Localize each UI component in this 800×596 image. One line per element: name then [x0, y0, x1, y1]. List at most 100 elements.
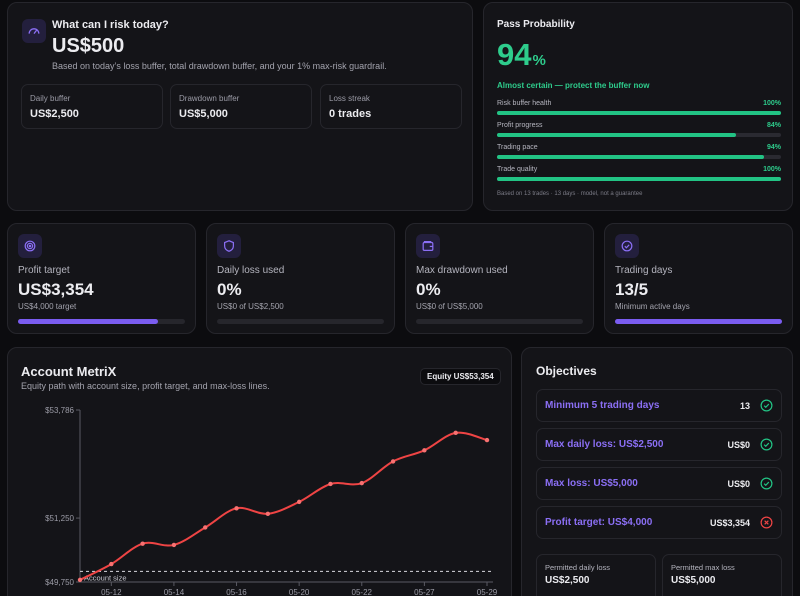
check-circle-icon [760, 399, 773, 412]
equity-badge: Equity US$53,354 [420, 368, 501, 385]
x-tick-label: 05-22 [352, 588, 373, 596]
x-tick-label: 05-27 [414, 588, 435, 596]
max-drawdown-card: Max drawdown used 0% US$0 of US$5,000 [405, 223, 594, 334]
objective-value: US$0 [727, 440, 750, 450]
target-icon [18, 234, 42, 258]
equity-point [109, 561, 114, 567]
equity-point [390, 459, 396, 464]
daily-loss-card: Daily loss used 0% US$0 of US$2,500 [206, 223, 395, 334]
objective-row: Max loss: US$5,000 US$0 [536, 467, 782, 500]
loss-streak-box: Loss streak 0 trades [320, 84, 462, 129]
risk-description: Based on today’s loss buffer, total draw… [52, 61, 387, 71]
trading-days-card: Trading days 13/5 Minimum active days [604, 223, 793, 334]
pass-number: 94 [497, 37, 532, 72]
check-circle-icon [615, 234, 639, 258]
account-metrix-card: Account MetriX Equity path with account … [7, 347, 512, 596]
risk-title: What can I risk today? [52, 19, 169, 31]
equity-point [171, 542, 177, 548]
metric-trade-quality: Trade quality 100% [497, 166, 781, 188]
metric-label: Trading pace [497, 144, 538, 151]
stat-sub: US$4,000 target [18, 302, 77, 311]
metric-track [497, 133, 781, 137]
permitted-label: Permitted max loss [671, 563, 735, 572]
objectives-card: Objectives Minimum 5 trading days 13 Max… [521, 347, 793, 596]
loss-streak-value: 0 trades [329, 108, 372, 120]
equity-chart: $49,750 $51,250 $53,786 05-12 05-14 05-16 05-2… [45, 406, 498, 596]
stat-value: 0% [217, 280, 242, 299]
metric-risk-buffer: Risk buffer health 100% [497, 100, 781, 122]
stat-sub: US$0 of US$5,000 [416, 302, 483, 311]
equity-point [359, 480, 364, 486]
account-size-label: Account size [84, 573, 127, 582]
wallet-icon [416, 234, 440, 258]
check-circle-icon [760, 477, 773, 490]
stat-sub: US$0 of US$2,500 [217, 302, 284, 311]
stat-track [416, 319, 583, 324]
metric-fill [497, 111, 781, 115]
objective-value: US$3,354 [709, 518, 750, 528]
metric-label: Risk buffer health [497, 100, 552, 107]
objective-row: Minimum 5 trading days 13 [536, 389, 782, 422]
metric-value: 84% [766, 122, 781, 129]
daily-buffer-value: US$2,500 [30, 108, 79, 120]
stat-track [18, 319, 185, 324]
stat-value: 0% [416, 280, 441, 299]
objective-name: Max daily loss: US$2,500 [545, 439, 664, 450]
x-tick-label: 05-16 [226, 588, 247, 596]
pass-unit: % [532, 52, 546, 69]
metric-label: Trade quality [497, 166, 538, 173]
x-circle-icon [760, 516, 773, 529]
objective-name: Minimum 5 trading days [545, 400, 660, 411]
metric-track [497, 111, 781, 115]
y-tick-label: $51,250 [45, 514, 74, 523]
objectives-title: Objectives [536, 364, 597, 378]
risk-amount: US$500 [52, 35, 125, 57]
loss-streak-label: Loss streak [329, 94, 370, 103]
equity-point [203, 525, 208, 530]
stat-fill [615, 319, 782, 324]
stat-label: Trading days [615, 265, 673, 276]
equity-line [79, 431, 488, 581]
pass-title: Pass Probability [497, 19, 575, 30]
check-circle-icon [760, 438, 773, 451]
pass-footnote: Based on 13 trades · 13 days · model, no… [497, 191, 643, 197]
equity-point [234, 506, 239, 511]
permitted-value: US$5,000 [671, 575, 716, 586]
x-tick-label: 05-20 [289, 588, 310, 596]
objective-value: US$0 [727, 479, 750, 489]
stat-label: Daily loss used [217, 265, 285, 276]
stat-label: Max drawdown used [416, 265, 508, 276]
metric-trading-pace: Trading pace 94% [497, 144, 781, 166]
stat-fill [18, 319, 159, 324]
pass-status: Almost certain — protect the buffer now [497, 81, 650, 90]
metric-track [497, 155, 781, 159]
metric-value: 100% [763, 166, 781, 173]
gauge-icon [22, 19, 46, 43]
stat-value: US$3,354 [18, 280, 94, 299]
objective-name: Profit target: US$4,000 [545, 517, 653, 528]
metric-value: 100% [763, 100, 781, 107]
y-tick-label: $53,786 [45, 406, 74, 415]
objective-name: Max loss: US$5,000 [545, 478, 638, 489]
equity-point [265, 511, 271, 517]
equity-point [77, 577, 83, 583]
daily-buffer-label: Daily buffer [30, 94, 71, 103]
chart-subtitle: Equity path with account size, profit ta… [21, 381, 270, 391]
x-tick-label: 05-12 [101, 588, 122, 596]
objective-row: Profit target: US$4,000 US$3,354 [536, 506, 782, 539]
permitted-daily-loss-box: Permitted daily loss US$2,500 [536, 554, 656, 596]
risk-card: What can I risk today? US$500 Based on t… [7, 2, 473, 211]
drawdown-buffer-label: Drawdown buffer [179, 94, 240, 103]
pass-value: 94% [497, 37, 546, 73]
metric-fill [497, 155, 764, 159]
stat-label: Profit target [18, 265, 70, 276]
pass-probability-card: Pass Probability 94% Almost certain — pr… [483, 2, 793, 211]
equity-point [296, 499, 302, 505]
equity-point [484, 437, 490, 443]
drawdown-buffer-value: US$5,000 [179, 108, 228, 120]
daily-buffer-box: Daily buffer US$2,500 [21, 84, 163, 129]
profit-target-card: Profit target US$3,354 US$4,000 target [7, 223, 196, 334]
stat-sub: Minimum active days [615, 302, 690, 311]
metric-track [497, 177, 781, 181]
equity-point [140, 541, 145, 546]
